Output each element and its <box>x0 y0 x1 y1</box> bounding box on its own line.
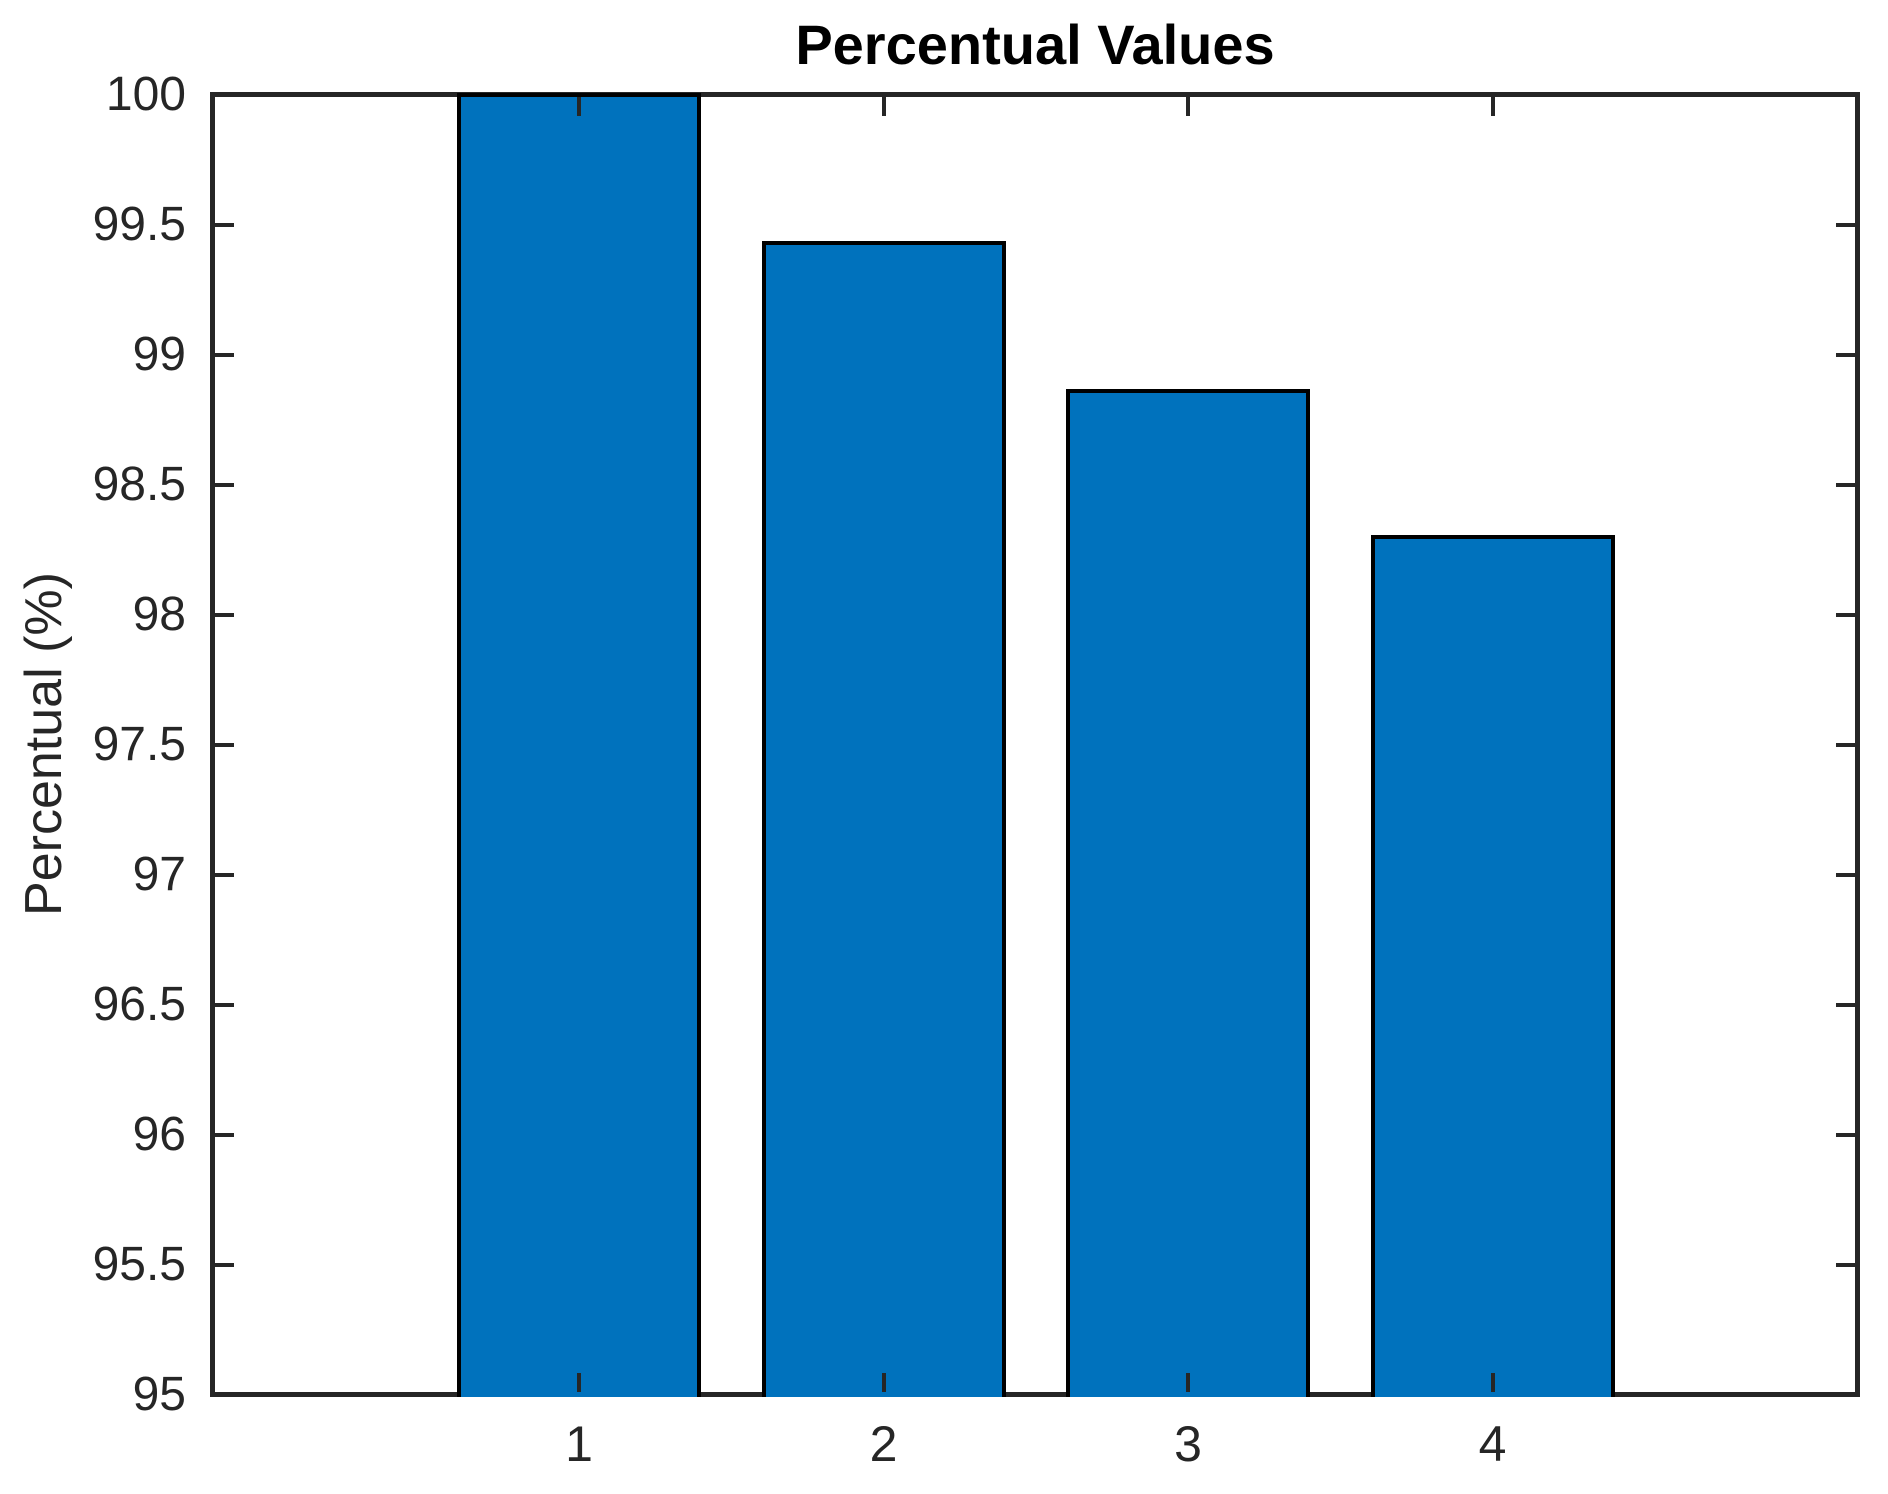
x-tick-label: 3 <box>1174 1416 1202 1472</box>
x-tick-label: 2 <box>869 1416 898 1472</box>
y-tick-right <box>1836 352 1855 357</box>
y-tick-left <box>215 1392 234 1397</box>
y-tick-right <box>1836 1002 1855 1007</box>
x-tick-bottom <box>881 1373 886 1392</box>
y-tick-left <box>215 92 234 97</box>
y-tick-left <box>215 612 234 617</box>
y-tick-label: 99.5 <box>92 197 186 251</box>
y-tick-left <box>215 1132 234 1137</box>
bar <box>761 240 1006 1397</box>
x-tick-bottom <box>577 1373 581 1392</box>
x-tick-top <box>577 97 581 116</box>
y-tick-right <box>1836 1392 1855 1397</box>
y-tick-left <box>215 1002 234 1007</box>
y-tick-right <box>1836 872 1855 877</box>
plot-area <box>210 92 1860 1397</box>
y-tick-label: 95.5 <box>92 1237 186 1291</box>
y-tick-right <box>1836 612 1855 617</box>
y-tick-right <box>1836 92 1855 97</box>
y-tick-label: 96 <box>132 1107 186 1161</box>
y-tick-label: 96.5 <box>92 977 186 1031</box>
y-tick-left <box>215 1262 234 1267</box>
bar <box>457 92 701 1397</box>
x-tick-label: 4 <box>1478 1416 1507 1472</box>
y-tick-right <box>1836 482 1855 487</box>
bar <box>1066 388 1310 1397</box>
y-tick-right <box>1836 222 1855 227</box>
y-tick-right <box>1836 1262 1855 1267</box>
y-tick-left <box>215 482 234 487</box>
x-tick-top <box>1490 97 1495 116</box>
y-tick-left <box>215 742 234 747</box>
y-tick-label: 95 <box>132 1367 186 1421</box>
x-tick-bottom <box>1490 1373 1495 1392</box>
y-tick-left <box>215 872 234 877</box>
x-tick-bottom <box>1186 1373 1190 1392</box>
y-tick-right <box>1836 742 1855 747</box>
y-tick-label: 98.5 <box>92 457 186 511</box>
x-tick-top <box>881 97 886 116</box>
y-tick-label: 97 <box>132 847 186 901</box>
y-tick-left <box>215 222 234 227</box>
x-tick-top <box>1186 97 1190 116</box>
bar <box>1370 534 1615 1397</box>
y-tick-label: 100 <box>105 67 186 121</box>
y-tick-left <box>215 352 234 357</box>
y-tick-label: 99 <box>132 327 186 381</box>
x-tick-label: 1 <box>565 1416 593 1472</box>
y-tick-right <box>1836 1132 1855 1137</box>
y-tick-label: 97.5 <box>92 717 186 771</box>
y-tick-label: 98 <box>132 587 186 641</box>
chart-title: Percentual Values <box>795 13 1275 76</box>
